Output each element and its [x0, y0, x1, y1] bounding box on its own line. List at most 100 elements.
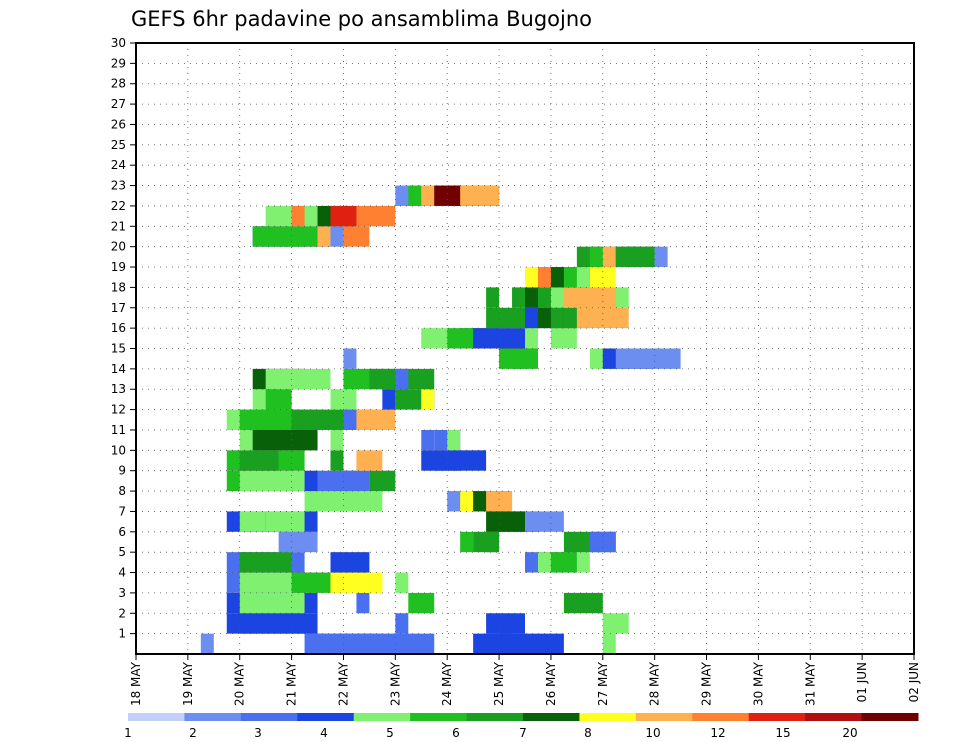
x-tick-label: 19 MAY — [181, 661, 195, 706]
heatmap-cell — [473, 328, 525, 349]
heatmap-cell — [239, 511, 266, 532]
heatmap-cell — [486, 613, 525, 634]
y-tick-label: 2 — [118, 606, 126, 620]
heatmap-cell — [369, 470, 396, 492]
y-tick-label: 8 — [118, 484, 126, 498]
x-tick-label: 30 MAY — [751, 661, 765, 706]
y-axis-ticks: 1234567891011121314151617181920212223242… — [111, 36, 136, 641]
heatmap-cell — [525, 328, 538, 349]
heatmap-cell — [395, 613, 409, 634]
x-tick-label: 02 JUN — [907, 662, 921, 702]
heatmap-cell — [512, 348, 538, 369]
y-tick-label: 3 — [118, 586, 126, 600]
colorbar-tick-label: 1 — [124, 726, 132, 740]
heatmap-cell — [343, 348, 357, 369]
colorbar-tick-label: 20 — [842, 726, 857, 740]
heatmap-cell — [330, 389, 357, 410]
heatmap-cell — [317, 491, 383, 512]
y-tick-label: 25 — [111, 138, 126, 152]
heatmap-cell — [550, 552, 577, 573]
x-tick-label: 23 MAY — [388, 661, 402, 706]
heatmap-cell — [265, 226, 305, 247]
y-tick-label: 19 — [111, 260, 126, 274]
heatmap-cell — [486, 287, 500, 308]
heatmap-cell — [628, 246, 655, 268]
heatmap-cell — [563, 287, 616, 308]
heatmap-cell — [382, 389, 396, 410]
heatmap-cell — [239, 552, 292, 573]
heatmap-cell — [265, 389, 292, 410]
heatmap-cell — [654, 246, 668, 268]
y-tick-label: 1 — [118, 627, 126, 641]
heatmap-cell — [602, 633, 616, 654]
y-tick-label: 29 — [111, 56, 126, 70]
colorbar-tick-label: 6 — [452, 726, 460, 740]
heatmap-cell — [525, 511, 564, 532]
colorbar-segment — [128, 713, 185, 721]
x-tick-label: 31 MAY — [803, 661, 817, 706]
y-tick-label: 10 — [111, 443, 126, 457]
colorbar-segment — [692, 713, 750, 721]
heatmap-cells — [200, 185, 681, 654]
x-tick-label: 27 MAY — [596, 661, 610, 706]
colorbar-segment — [579, 713, 637, 721]
y-tick-label: 27 — [111, 97, 126, 111]
heatmap-cell — [434, 450, 487, 471]
y-tick-label: 11 — [111, 423, 126, 437]
x-axis-ticks: 18 MAY 19 MAY 20 MAY 21 MAY 22 MAY 23 MAY 24 M… — [129, 654, 921, 706]
heatmap-cell — [576, 307, 629, 329]
heatmap-cell — [356, 409, 396, 430]
heatmap-cell — [421, 389, 435, 410]
y-tick-label: 14 — [111, 362, 126, 376]
heatmap-cell — [317, 633, 435, 654]
heatmap-cell — [239, 613, 305, 634]
heatmap-cell — [252, 409, 305, 430]
heatmap-cell — [499, 633, 564, 654]
heatmap-cell — [421, 328, 448, 349]
heatmap-cell — [499, 511, 525, 532]
heatmap-cell — [239, 592, 305, 614]
heatmap-cell — [304, 470, 318, 492]
colorbar-tick-label: 4 — [320, 726, 328, 740]
heatmap-cell — [460, 531, 474, 553]
x-tick-label: 22 MAY — [336, 661, 350, 706]
colorbar-segment — [635, 713, 693, 721]
y-tick-label: 15 — [111, 342, 126, 356]
colorbar-tick-label: 7 — [519, 726, 527, 740]
y-tick-label: 30 — [111, 36, 126, 50]
heatmap-cell — [525, 267, 538, 288]
colorbar-segment — [466, 713, 524, 721]
x-tick-label: 24 MAY — [440, 661, 454, 706]
y-tick-label: 4 — [118, 566, 126, 580]
heatmap-cell — [317, 226, 331, 247]
heatmap-cell — [576, 267, 590, 288]
heatmap-cell — [278, 531, 318, 553]
heatmap-cell — [278, 368, 331, 390]
colorbar-segment — [805, 713, 863, 721]
x-tick-label: 20 MAY — [233, 661, 247, 706]
heatmap-cell — [602, 246, 616, 268]
heatmap-cell — [252, 429, 318, 451]
heatmap-cell — [343, 470, 370, 492]
x-tick-label: 29 MAY — [700, 661, 714, 706]
heatmap-cell — [265, 511, 305, 532]
colorbar-tick-label: 8 — [584, 726, 592, 740]
heatmap-cell — [602, 613, 629, 634]
y-tick-label: 24 — [111, 158, 126, 172]
heatmap-cell — [486, 491, 513, 512]
y-tick-label: 18 — [111, 280, 126, 294]
y-tick-label: 21 — [111, 219, 126, 233]
heatmap-cell — [615, 348, 681, 369]
y-tick-label: 9 — [118, 464, 126, 478]
heatmap-cell — [330, 429, 344, 451]
x-tick-label: 25 MAY — [492, 661, 506, 706]
heatmap-cell — [525, 287, 538, 308]
colorbar-tick-label: 2 — [189, 726, 197, 740]
y-tick-label: 16 — [111, 321, 126, 335]
grid-lines — [136, 43, 914, 654]
y-tick-label: 6 — [118, 525, 126, 539]
y-tick-label: 12 — [111, 403, 126, 417]
heatmap-cell — [291, 205, 305, 227]
colorbar-tick-label: 3 — [254, 726, 262, 740]
